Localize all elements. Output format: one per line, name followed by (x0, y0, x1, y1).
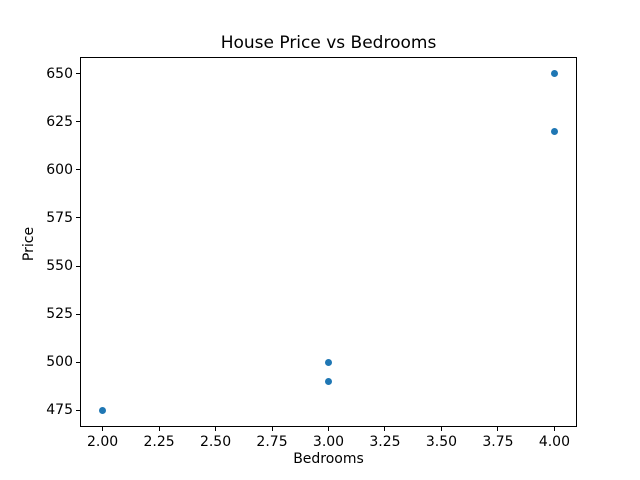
x-tick-label: 3.00 (312, 434, 345, 450)
x-tick-mark (271, 427, 273, 431)
x-tick-mark (102, 427, 104, 431)
x-tick-label: 4.00 (538, 434, 570, 450)
chart-title: House Price vs Bedrooms (220, 33, 437, 53)
x-tick-mark (328, 427, 329, 431)
y-tick-mark (76, 265, 80, 267)
x-tick-mark (497, 427, 499, 431)
y-tick-mark (76, 121, 80, 123)
y-tick-mark (76, 361, 80, 363)
y-tick-label: 550 (46, 258, 73, 275)
y-axis-label: Price (21, 226, 37, 262)
x-axis-label: Bedrooms (293, 451, 364, 467)
x-tick-mark (215, 427, 217, 431)
y-tick-label: 625 (46, 113, 73, 130)
x-tick-mark (440, 427, 442, 431)
y-tick-label: 475 (46, 402, 73, 419)
plot-area (80, 57, 577, 427)
y-tick-mark (76, 169, 80, 171)
scatter-point (325, 358, 332, 366)
y-tick-mark (76, 217, 80, 219)
x-tick-label: 2.25 (143, 434, 175, 450)
y-tick-label: 600 (46, 161, 73, 178)
y-tick-label: 650 (46, 65, 73, 82)
x-tick-mark (158, 427, 160, 431)
x-tick-mark (384, 427, 386, 431)
scatter-point (325, 377, 332, 385)
x-tick-mark (553, 427, 555, 431)
x-tick-label: 2.00 (86, 434, 119, 450)
y-tick-mark (76, 73, 80, 75)
x-tick-label: 2.50 (199, 434, 232, 450)
y-tick-mark (76, 409, 80, 411)
x-tick-label: 2.75 (256, 434, 288, 450)
x-tick-label: 3.25 (369, 434, 401, 450)
scatter-point (550, 70, 558, 78)
scatter-point (99, 406, 107, 414)
x-tick-label: 3.50 (425, 434, 458, 450)
y-tick-mark (76, 313, 80, 315)
x-tick-label: 3.75 (482, 434, 514, 450)
y-tick-label: 575 (46, 209, 73, 226)
y-tick-label: 525 (46, 306, 73, 323)
scatter-point (550, 127, 558, 135)
y-tick-label: 500 (46, 354, 73, 371)
